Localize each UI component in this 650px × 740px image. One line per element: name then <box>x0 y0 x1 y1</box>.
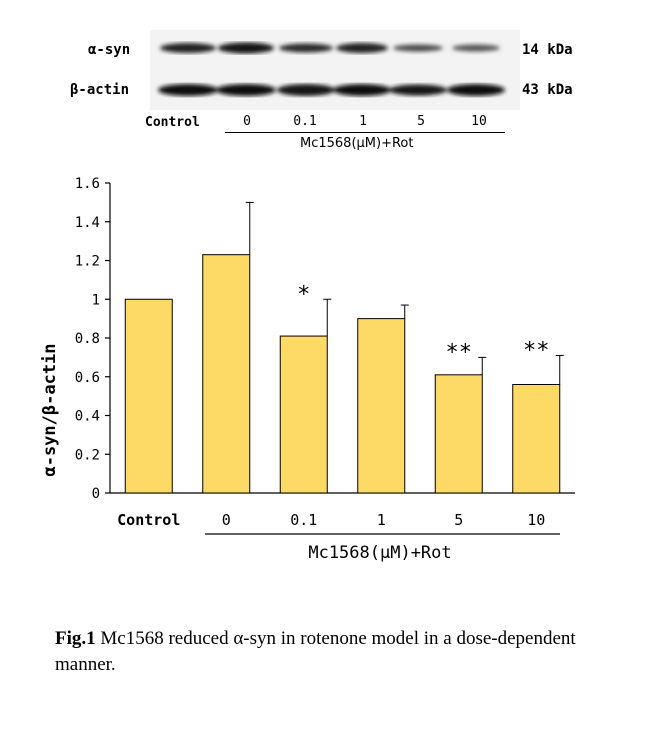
figure-caption: Fig.1 Mc1568 reduced α-syn in rotenone m… <box>55 626 605 678</box>
y-tick-label: 1.2 <box>75 254 100 270</box>
y-tick-label: 0.2 <box>75 447 100 463</box>
caption-text: Mc1568 reduced α-syn in rotenone model i… <box>55 628 576 675</box>
y-tick-label: 0.4 <box>75 409 100 425</box>
y-tick-label: 0.6 <box>75 370 100 386</box>
significance-marker: * <box>297 282 310 307</box>
bactin-bands <box>158 84 505 96</box>
bar-chart: α-syn/β-actin 00.20.40.60.811.21.41.6 **… <box>40 176 575 563</box>
bar <box>202 254 251 494</box>
blot-treatment-label: Mc1568(μM)+Rot <box>300 136 414 151</box>
x-tick-label: 5 <box>454 511 463 529</box>
y-axis-label: α-syn/β-actin <box>40 343 60 476</box>
blot-label-asyn: α-syn <box>88 42 131 58</box>
x-tick-label: 1 <box>377 511 386 529</box>
bar <box>279 335 328 494</box>
y-tick-label: 0.8 <box>75 331 100 347</box>
y-tick-label: 1 <box>92 292 100 308</box>
x-tick-labels: Control 0 0.1 1 5 10 <box>117 511 545 529</box>
y-tick-label: 1.4 <box>75 215 100 231</box>
blot-lane-1: 1 <box>359 114 367 129</box>
x-tick-label: 0 <box>222 511 231 529</box>
x-tick-label: 0.1 <box>290 511 317 529</box>
western-blot-panel: α-syn β-actin 14 kDa 43 kDa Control 0 0.… <box>0 0 650 170</box>
y-tick-label: 0 <box>92 486 100 502</box>
bar <box>357 318 406 494</box>
blot-lane-0: 0 <box>243 114 251 129</box>
asyn-bands <box>160 42 500 54</box>
axes: 0 0.2 0.4 0.6 0.8 1 1.2 1.4 1.6 <box>75 176 575 502</box>
bar <box>434 374 483 494</box>
y-tick-label: 1.6 <box>75 176 100 192</box>
bar <box>124 298 173 494</box>
x-tick-label: Control <box>117 511 180 529</box>
blot-size-14kda: 14 kDa <box>522 42 573 58</box>
blot-lane-control: Control <box>145 115 200 130</box>
blot-lane-10: 10 <box>471 114 487 129</box>
bars: *** ** <box>124 201 564 494</box>
blot-label-bactin: β-actin <box>70 82 130 98</box>
bar <box>512 384 561 494</box>
blot-treatment-line <box>225 132 505 133</box>
significance-marker: ** <box>446 340 473 365</box>
caption-label: Fig.1 <box>55 628 96 649</box>
x-tick-label: 10 <box>527 511 545 529</box>
significance-marker: ** <box>523 338 550 363</box>
blot-lane-5: 5 <box>417 114 425 129</box>
blot-size-43kda: 43 kDa <box>522 82 573 98</box>
treatment-group-label: Mc1568(μM)+Rot <box>308 543 451 563</box>
blot-image <box>150 30 520 110</box>
blot-lane-0-1: 0.1 <box>293 114 317 129</box>
